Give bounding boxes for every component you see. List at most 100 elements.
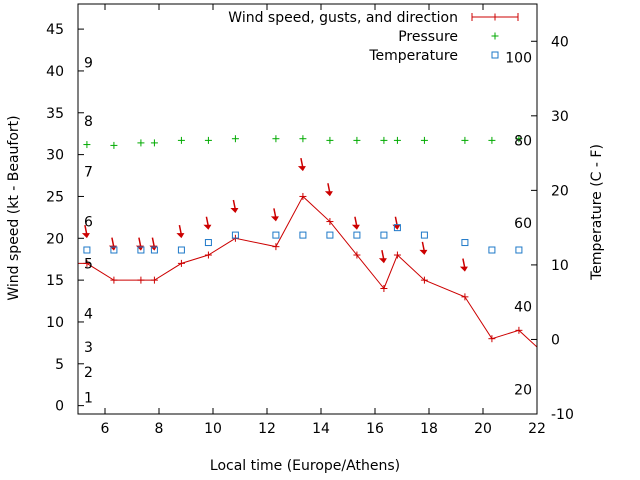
- legend: Wind speed, gusts, and direction Pressur…: [228, 10, 519, 64]
- beaufort-label: 4: [84, 307, 93, 323]
- beaufort-label: 5: [84, 256, 93, 272]
- arrow-head: [270, 216, 279, 222]
- arrow-head: [459, 266, 468, 272]
- arrow-head: [81, 233, 90, 239]
- wind-direction-arrow: [297, 158, 306, 172]
- wind-direction-arrow: [324, 183, 333, 197]
- y-tick-label: 45: [46, 22, 64, 38]
- legend-label-wind: Wind speed, gusts, and direction: [228, 10, 458, 26]
- wind-direction-arrow: [270, 208, 279, 222]
- temperature-point: [380, 231, 388, 239]
- y-tick-label: 25: [46, 189, 64, 205]
- beaufort-label: 6: [84, 215, 93, 231]
- pressure-point: [110, 141, 118, 149]
- pressure-point: [231, 135, 239, 143]
- x-tick-label: 20: [474, 421, 492, 437]
- y2-tick-label: 30: [551, 109, 569, 125]
- legend-label-pressure: Pressure: [398, 29, 458, 45]
- plot-frame: [77, 3, 538, 415]
- arrow-head: [419, 249, 428, 255]
- y-axis-label: Wind speed (kt - Beaufort): [6, 115, 22, 300]
- temperature-point: [515, 246, 523, 254]
- y2-tick-label: 10: [551, 258, 569, 274]
- y-tick-label: 0: [55, 399, 64, 415]
- pressure-point: [326, 136, 334, 144]
- fahrenheit-label: 60: [514, 216, 532, 232]
- pressure-point: [393, 136, 401, 144]
- y2-tick-label: 20: [551, 183, 569, 199]
- wind-direction-arrow: [81, 224, 90, 239]
- temperature-point: [299, 231, 307, 239]
- pressure-point: [461, 136, 469, 144]
- x-tick-label: 16: [366, 421, 384, 437]
- beaufort-label: 3: [84, 340, 93, 356]
- temperature-point: [110, 246, 118, 254]
- wind-speed-point: [204, 251, 212, 259]
- y2-axis-label: Temperature (C - F): [589, 144, 605, 281]
- pressure-point: [272, 135, 280, 143]
- wind-speed-point: [177, 259, 185, 267]
- x-tick-label: 10: [204, 421, 222, 437]
- temperature-point: [461, 239, 469, 247]
- temperature-point: [231, 231, 239, 239]
- wind-speed-point: [488, 335, 496, 343]
- wind-direction-arrow: [149, 237, 158, 251]
- temperature-point: [420, 231, 428, 239]
- temperature-point: [272, 231, 280, 239]
- x-tick-label: 6: [101, 421, 110, 437]
- fahrenheit-label: 20: [514, 382, 532, 398]
- wind-direction-arrow: [135, 237, 144, 251]
- pressure-point: [299, 135, 307, 143]
- pressure-point: [380, 136, 388, 144]
- wind-speed-point: [461, 293, 469, 301]
- ticks-layer: 6 8 10 12 14 16 18 20 22051015202530354045-10010…: [46, 4, 574, 437]
- beaufort-label: 1: [84, 390, 93, 406]
- wind-speed-point: [299, 192, 307, 200]
- pressure-point: [488, 136, 496, 144]
- fahrenheit-label: 40: [514, 300, 532, 316]
- beaufort-label: 2: [84, 365, 93, 381]
- temperature-point: [150, 246, 158, 254]
- wind-direction-arrow: [203, 216, 212, 230]
- x-tick-label: 8: [155, 421, 164, 437]
- y2-tick-label: -10: [551, 407, 574, 423]
- pressure-point: [150, 139, 158, 147]
- x-tick-label: 12: [258, 421, 276, 437]
- y-tick-label: 30: [46, 148, 64, 164]
- y-tick-label: 5: [55, 357, 64, 373]
- y2-tick-label: 0: [551, 332, 560, 348]
- y-tick-label: 35: [46, 106, 64, 122]
- beaufort-label: 8: [84, 114, 93, 130]
- pressure-point: [204, 136, 212, 144]
- wind-direction-arrow: [108, 237, 117, 251]
- y-tick-label: 15: [46, 273, 64, 289]
- arrow-head: [108, 245, 117, 251]
- x-tick-label: 22: [528, 421, 546, 437]
- wind-speed-point: [326, 218, 334, 226]
- temperature-point: [393, 224, 401, 232]
- wind-direction-arrow: [378, 250, 387, 264]
- wind-speed-point: [272, 243, 280, 251]
- temperature-point: [204, 239, 212, 247]
- temperature-point: [488, 246, 496, 254]
- wind-speed-point: [420, 276, 428, 284]
- y-tick-label: 20: [46, 231, 64, 247]
- arrow-head: [297, 166, 306, 172]
- temperature-point: [83, 246, 91, 254]
- pressure-point: [515, 135, 523, 143]
- x-tick-label: 18: [420, 421, 438, 437]
- x-axis-label: Local time (Europe/Athens): [210, 458, 400, 474]
- arrow-head: [351, 224, 360, 230]
- wind-speed-point: [83, 259, 91, 267]
- y-tick-label: 40: [46, 64, 64, 80]
- fahrenheit-label: 80: [514, 133, 532, 149]
- beaufort-label: 9: [84, 56, 93, 72]
- marks-layer: [78, 135, 537, 348]
- wind-speed-line: [78, 195, 537, 348]
- pressure-point: [177, 136, 185, 144]
- wind-speed-point: [137, 276, 145, 284]
- wind-speed-point: [515, 326, 523, 334]
- pressure-point: [353, 136, 361, 144]
- wind-direction-arrow: [392, 216, 401, 230]
- beaufort-label: 7: [84, 164, 93, 180]
